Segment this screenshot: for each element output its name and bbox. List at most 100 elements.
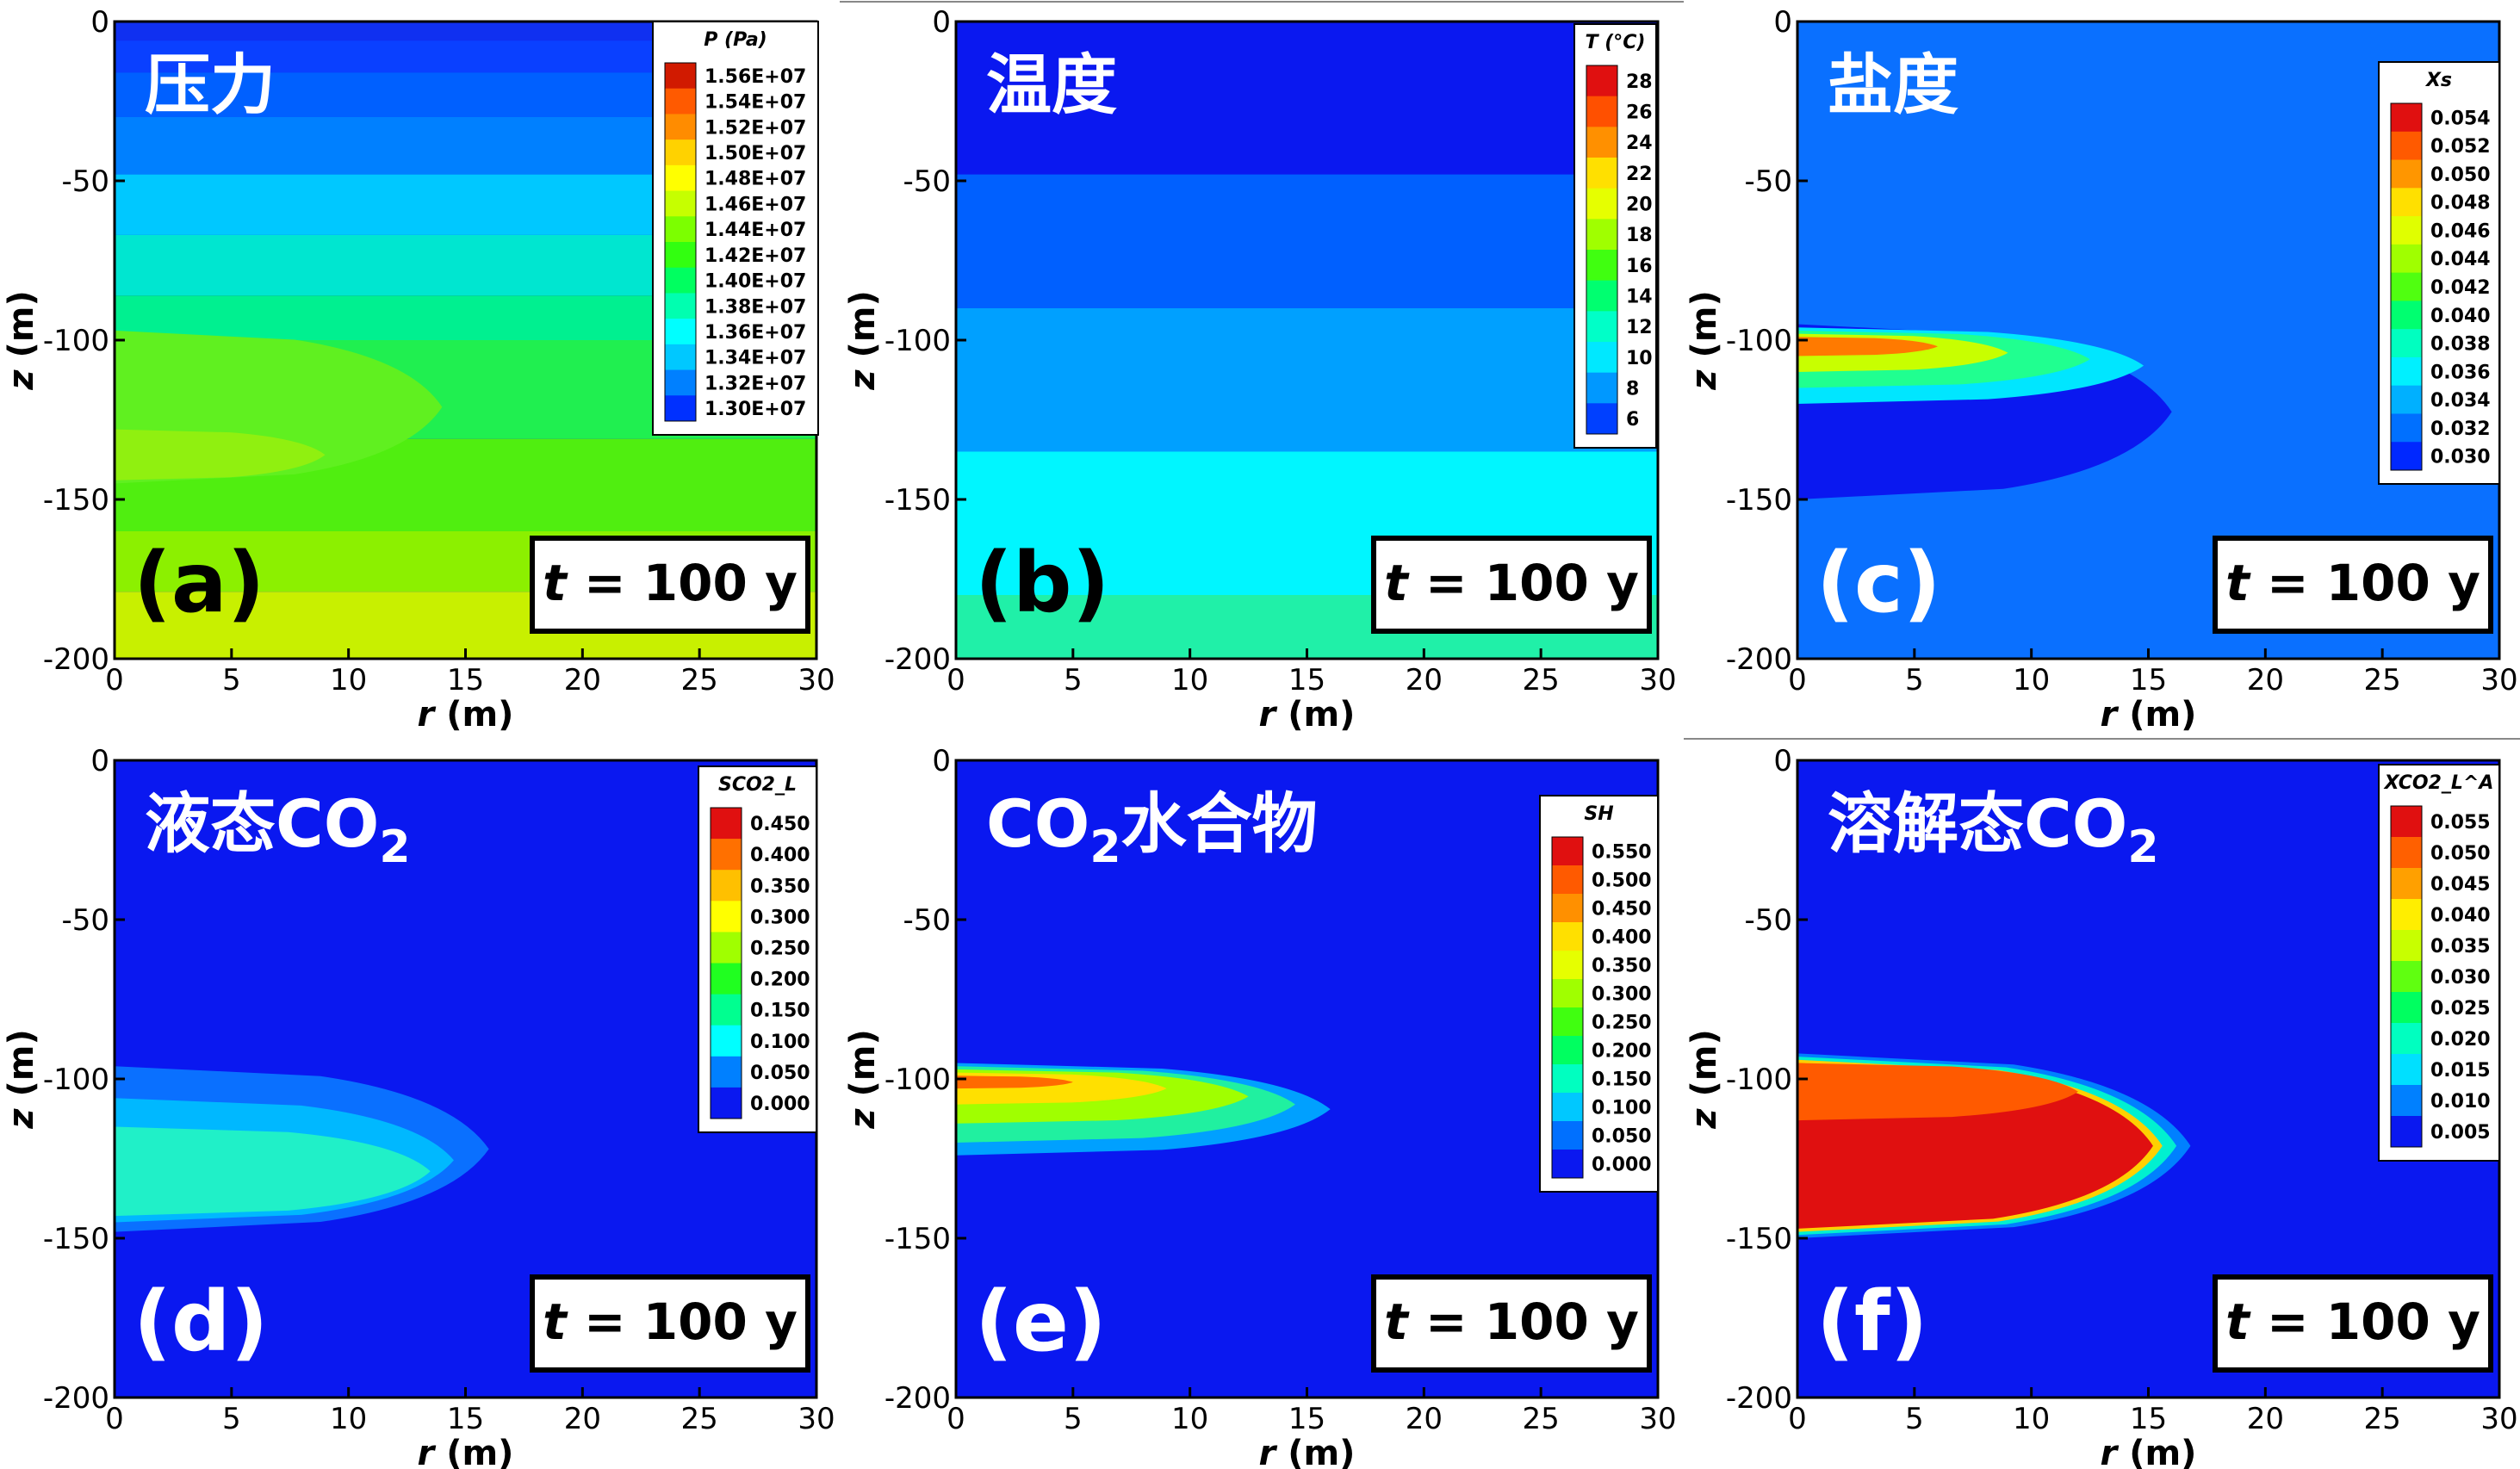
legend-bar-frame [664,62,697,422]
y-axis-label: z (m) [843,290,883,390]
legend-tick-label: 0.052 [2430,136,2491,158]
x-tick-label: 10 [330,663,367,697]
x-tick-label: 10 [2013,1402,2050,1436]
y-tick-label: -50 [903,164,951,199]
y-axis-label: z (m) [2,1029,41,1129]
legend-tick-label: 0.350 [1592,956,1652,977]
legend-tick-label: 22 [1626,164,1653,185]
x-tick-label: 30 [798,663,835,697]
legend-title: T (°C) [1586,32,1646,53]
legend-tick-label: 0.050 [1592,1126,1652,1148]
legend-swatch [2391,272,2422,301]
legend-tick-label: 1.56E+07 [704,66,806,88]
legend-tick-label: 0.100 [750,1032,810,1053]
legend-tick-label: 0.025 [2430,998,2491,1020]
legend-tick-label: 0.150 [1592,1069,1652,1091]
y-tick-label: -100 [1726,324,1792,358]
legend-tick-label: 1.30E+07 [704,399,806,420]
legend-swatch [665,242,696,269]
legend-swatch [1586,403,1617,435]
y-tick-label: -100 [1726,1063,1792,1097]
x-tick-label: 30 [1639,663,1676,697]
x-tick-label: 10 [2013,663,2050,697]
y-tick-label: 0 [932,5,951,40]
time-label: t = 100 y [543,554,798,612]
panel-letter: (c) [1816,535,1941,631]
contour-band [956,174,1658,308]
panel-title: 压力 [145,46,276,123]
legend-tick-label: 0.010 [2430,1091,2491,1113]
panel-title: 液态CO2 [145,785,411,873]
legend-tick-label: 0.500 [1592,871,1652,892]
legend-tick-label: 1.40E+07 [704,271,806,293]
legend-tick-label: 0.200 [1592,1041,1652,1063]
legend-swatch [1552,1093,1583,1122]
y-tick-label: 0 [1773,744,1792,778]
legend-swatch [1586,219,1617,251]
legend-swatch [1586,250,1617,282]
legend-swatch [665,216,696,243]
x-tick-label: 10 [1171,1402,1208,1436]
legend-tick-label: 1.46E+07 [704,194,806,215]
y-tick-label: -100 [884,1063,951,1097]
legend-swatch [2391,413,2422,443]
panel-c: 0 5 10 15 20 25 30 0 -50 -100 -150 -200 r (m) z (m) 盐度… [1685,5,2518,734]
x-tick-label: 5 [222,663,241,697]
y-tick-label: -150 [884,483,951,518]
colorbar-legend: Xs 0.054 0.052 0.050 0.048 0.046 0.044 0.042 0.0… [2378,61,2500,485]
x-tick-label: 30 [2480,663,2517,697]
legend-tick-label: 1.48E+07 [704,169,806,190]
panel-a: 0 5 10 15 20 25 30 0 -50 -100 -150 -200 r (m) z (m) 压力… [2,5,835,734]
legend-tick-label: 0.045 [2430,874,2491,896]
y-tick-label: 0 [1773,5,1792,40]
time-label-box [2213,1274,2493,1373]
legend-tick-label: 0.250 [750,938,810,959]
x-tick-label: 20 [564,663,601,697]
y-tick-label: -100 [43,324,109,358]
legend-swatch [665,190,696,217]
legend-swatch [665,267,696,294]
contour-band [956,308,1658,452]
y-tick-label: 0 [90,5,109,40]
legend-tick-label: 0.040 [2430,306,2491,327]
legend-swatch [2391,1116,2422,1148]
legend-tick-label: 0.048 [2430,193,2491,214]
y-tick-label: -200 [43,642,109,677]
legend-swatch [2391,837,2422,869]
x-axis-label: r (m) [2101,1434,2197,1469]
legend-swatch [665,395,696,422]
legend-tick-label: 0.000 [750,1094,810,1115]
legend-tick-label: 1.38E+07 [704,296,806,318]
legend-tick-label: 1.36E+07 [704,322,806,344]
legend-tick-label: 0.400 [1592,927,1652,949]
time-label-box [530,536,810,634]
legend-swatch [2391,1085,2422,1117]
legend-bar-frame [710,807,742,1119]
legend-tick-label: 0.034 [2430,390,2491,412]
x-tick-label: 5 [1064,1402,1083,1436]
legend-swatch [1552,865,1583,895]
y-tick-label: -50 [61,903,109,938]
legend-swatch [665,319,696,345]
contour-plume [956,1075,1073,1089]
y-tick-label: -50 [1744,903,1792,938]
x-tick-label: 15 [1288,1402,1325,1436]
legend-swatch [711,1087,742,1119]
legend-bar-frame [2390,805,2423,1148]
legend-tick-label: 1.52E+07 [704,117,806,139]
y-axis-label: z (m) [1685,290,1724,390]
legend-tick-label: 24 [1626,133,1653,154]
legend-swatch [711,963,742,995]
y-tick-label: -150 [43,1222,109,1256]
legend-swatch [2391,188,2422,217]
legend-swatch [711,994,742,1026]
legend-tick-label: 0.050 [750,1063,810,1084]
x-axis-label: r (m) [2101,695,2197,734]
panel-d: 0 5 10 15 20 25 30 0 -50 -100 -150 -200 r (m) z (m) 液态… [2,744,835,1469]
legend-swatch [1586,342,1617,374]
x-tick-label: 10 [1171,663,1208,697]
legend-tick-label: 18 [1626,225,1653,246]
legend-swatch [2391,216,2422,245]
legend-swatch [1552,1121,1583,1150]
x-tick-label: 10 [330,1402,367,1436]
